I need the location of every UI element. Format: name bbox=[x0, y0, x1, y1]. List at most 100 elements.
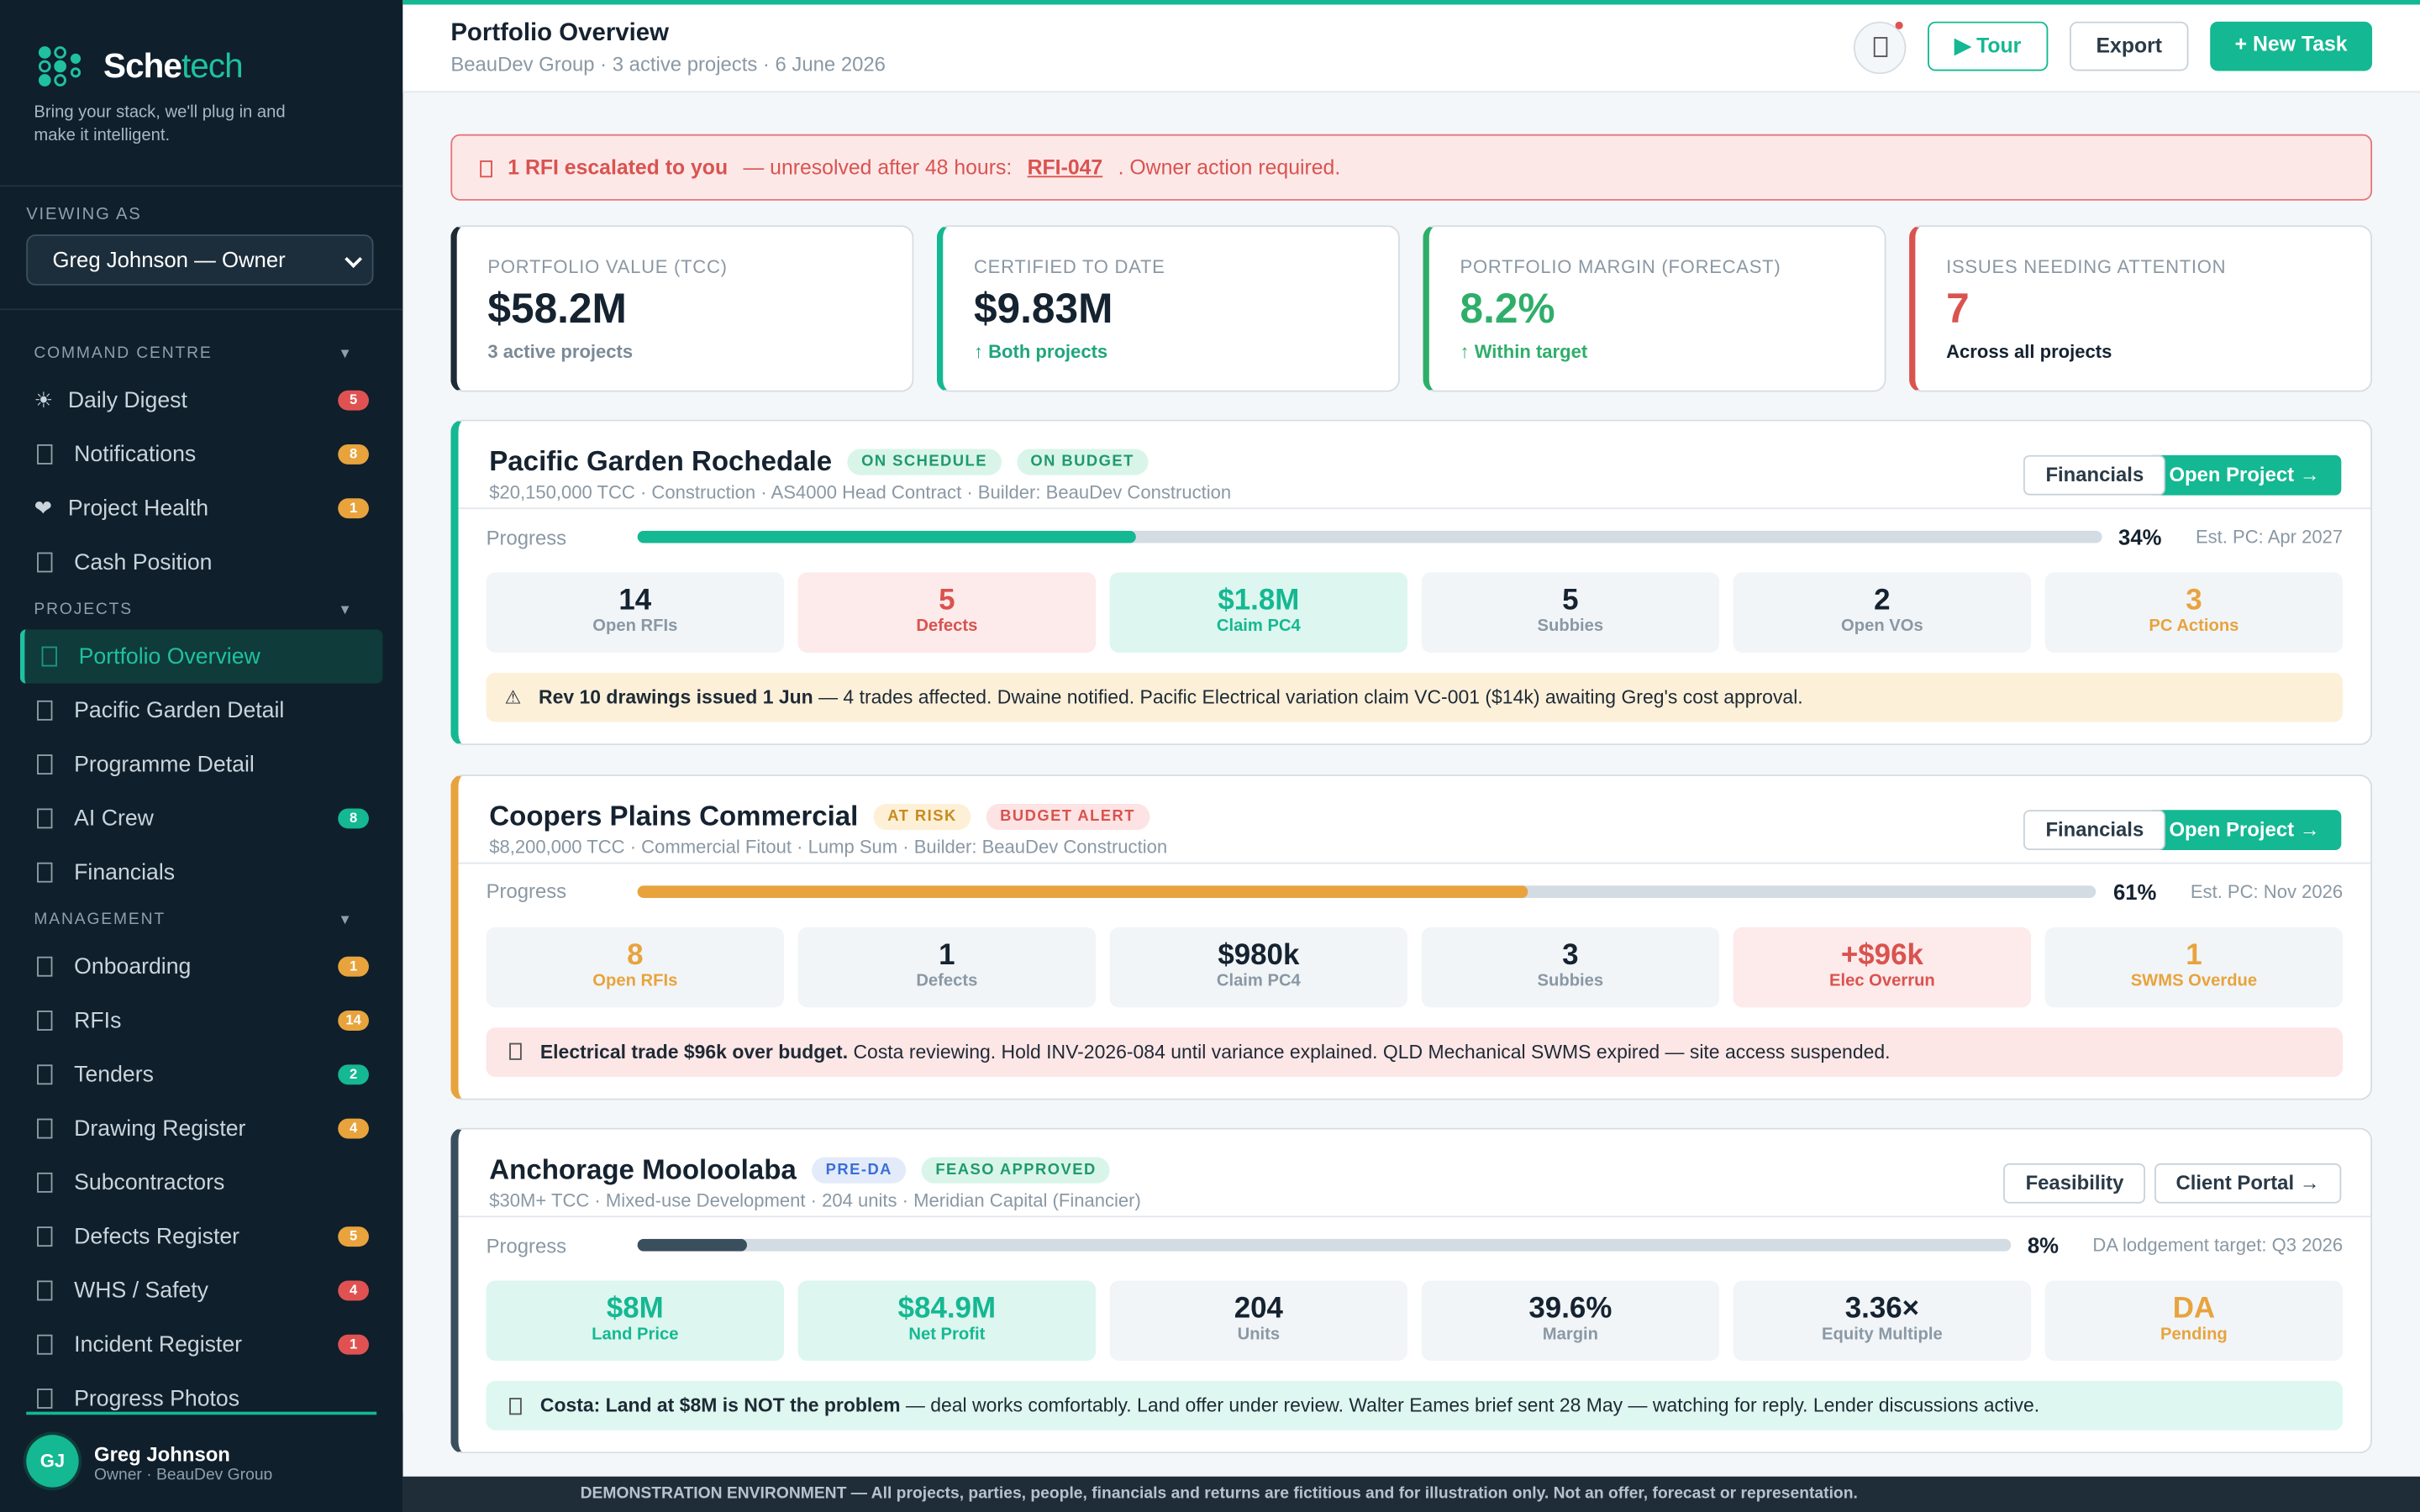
nav-item[interactable]: Financials bbox=[0, 846, 402, 900]
nav-item[interactable]: RFIs 14 bbox=[0, 994, 402, 1047]
nav-label: RFIs bbox=[74, 1008, 122, 1033]
tour-button[interactable]: ▶ Tour bbox=[1928, 21, 2049, 71]
stat-tile: 1 SWMS Overdue bbox=[2044, 926, 2344, 1007]
project-name: Pacific Garden Rochedale bbox=[489, 445, 833, 477]
stat-tile: 1 Defects bbox=[797, 926, 1097, 1007]
progress-estimate: Est. PC: Apr 2027 bbox=[2195, 526, 2344, 549]
user-name: Greg Johnson bbox=[94, 1442, 230, 1466]
nav-icon bbox=[37, 1226, 53, 1247]
note-strong: Rev 10 drawings issued 1 Jun bbox=[539, 686, 813, 709]
nav-section: PROJECTS ▼ bbox=[0, 590, 402, 630]
nav-item[interactable]: Subcontractors bbox=[0, 1156, 402, 1210]
status-pill: ON BUDGET bbox=[1016, 449, 1149, 475]
project-header: Coopers Plains Commercial AT RISK BUDGET A… bbox=[489, 800, 1150, 832]
avatar[interactable]: GJ bbox=[26, 1435, 79, 1488]
stat-tile: $84.9M Net Profit bbox=[797, 1280, 1097, 1362]
primary-button[interactable]: Open Project → bbox=[2147, 809, 2342, 850]
alert-link[interactable]: RFI-047 bbox=[1027, 155, 1103, 180]
kpi-card: PORTFOLIO MARGIN (FORECAST) 8.2% ↑ Within … bbox=[1423, 225, 1886, 392]
alert-strong: 1 RFI escalated to you bbox=[508, 155, 729, 180]
status-pill: PRE-DA bbox=[812, 1157, 907, 1184]
nav-label: WHS / Safety bbox=[74, 1278, 209, 1304]
nav-badge: 1 bbox=[338, 956, 369, 977]
stat-label: Units bbox=[1237, 1325, 1281, 1344]
nav-item[interactable]: Progress Photos bbox=[0, 1372, 402, 1425]
project-header: Anchorage Mooloolaba PRE-DA FEASO APPROVED bbox=[489, 1154, 1111, 1187]
stat-value: DA bbox=[2172, 1293, 2216, 1326]
nav-section-title: MANAGEMENT bbox=[34, 910, 166, 929]
nav-icon bbox=[37, 700, 53, 721]
progress-caption: Progress bbox=[486, 525, 567, 549]
stat-label: Equity Multiple bbox=[1822, 1325, 1943, 1344]
note-icon bbox=[509, 1042, 522, 1060]
secondary-button[interactable]: Financials bbox=[2023, 454, 2165, 496]
progress-track bbox=[637, 530, 2102, 543]
nav-item[interactable]: Cash Position bbox=[0, 535, 402, 589]
nav-item[interactable]: ❤ Project Health 1 bbox=[0, 481, 402, 535]
nav-item[interactable]: Onboarding 1 bbox=[0, 940, 402, 994]
status-pill: BUDGET ALERT bbox=[986, 803, 1150, 830]
primary-button[interactable]: Client Portal → bbox=[2154, 1163, 2342, 1204]
nav-item[interactable]: Defects Register 5 bbox=[0, 1210, 402, 1263]
nav-icon bbox=[37, 1172, 53, 1193]
project-meta: $20,150,000 TCC · Construction · AS4000 … bbox=[489, 481, 1232, 503]
kpi-label: CERTIFIED TO DATE bbox=[973, 255, 1165, 278]
kpi-label: ISSUES NEEDING ATTENTION bbox=[1946, 255, 2227, 278]
stats-grid: $8M Land Price $84.9M Net Profit 204 Units 39.… bbox=[486, 1280, 2344, 1362]
stat-value: 3.36× bbox=[1844, 1293, 1920, 1326]
nav-icon bbox=[37, 1280, 53, 1301]
progress-track bbox=[637, 1238, 2011, 1252]
progress-row: Progress 34% Est. PC: Apr 2027 bbox=[487, 523, 2344, 551]
notification-bell[interactable] bbox=[1853, 21, 1907, 75]
secondary-button[interactable]: Feasibility bbox=[2003, 1163, 2146, 1204]
kpi-sub: 3 active projects bbox=[487, 340, 634, 363]
nav-label: Drawing Register bbox=[74, 1116, 246, 1142]
stat-tile: 5 Subbies bbox=[1421, 572, 1720, 653]
stat-tile: 39.6% Margin bbox=[1421, 1280, 1720, 1362]
nav-item[interactable]: ☀ Daily Digest 5 bbox=[0, 373, 402, 427]
progress-fill bbox=[637, 885, 1528, 898]
new-task-button[interactable]: + New Task bbox=[2210, 21, 2373, 71]
secondary-button[interactable]: Financials bbox=[2023, 809, 2165, 850]
project-meta: $8,200,000 TCC · Commercial Fitout · Lum… bbox=[489, 835, 1168, 858]
nav-badge: 4 bbox=[338, 1280, 369, 1301]
nav-icon bbox=[37, 552, 53, 573]
nav-item[interactable]: Portfolio Overview bbox=[19, 629, 383, 684]
nav-icon: ❤ bbox=[34, 495, 53, 520]
nav-badge: 5 bbox=[338, 1226, 369, 1247]
nav-item[interactable]: AI Crew 8 bbox=[0, 791, 402, 845]
primary-button[interactable]: Open Project → bbox=[2147, 454, 2342, 496]
stat-label: Land Price bbox=[592, 1325, 679, 1344]
stats-grid: 14 Open RFIs 5 Defects $1.8M Claim PC4 5 Subbie… bbox=[486, 572, 2344, 653]
kpi-sub: Across all projects bbox=[1946, 340, 2112, 363]
nav-item[interactable]: Incident Register 1 bbox=[0, 1318, 402, 1372]
stat-value: +$96k bbox=[1840, 938, 1923, 972]
nav-label: Tenders bbox=[74, 1062, 154, 1087]
stat-tile: 204 Units bbox=[1109, 1280, 1408, 1362]
nav-label: Portfolio Overview bbox=[78, 643, 260, 669]
project-note: Electrical trade $96k over budget. Costa… bbox=[486, 1026, 2344, 1077]
nav-item[interactable]: WHS / Safety 4 bbox=[0, 1263, 402, 1317]
nav-badge: 14 bbox=[338, 1011, 369, 1031]
nav-icon bbox=[37, 1389, 53, 1409]
progress-track bbox=[637, 885, 2096, 898]
alert-icon bbox=[480, 160, 492, 178]
project-card: Anchorage Mooloolaba PRE-DA FEASO APPROVED… bbox=[450, 1127, 2373, 1454]
nav-item[interactable]: Drawing Register 4 bbox=[0, 1101, 402, 1155]
stat-tile: 8 Open RFIs bbox=[486, 926, 785, 1007]
export-button[interactable]: Export bbox=[2070, 21, 2189, 71]
nav-item[interactable]: Notifications 8 bbox=[0, 428, 402, 481]
nav-label: Cash Position bbox=[74, 549, 213, 575]
nav: COMMAND CENTRE ▼ ☀ Daily Digest 5 Notificatio… bbox=[0, 333, 402, 1425]
viewing-as-select[interactable]: Greg Johnson — Owner bbox=[26, 234, 374, 286]
nav-item[interactable]: Pacific Garden Detail bbox=[0, 684, 402, 738]
nav-badge: 8 bbox=[338, 808, 369, 829]
user-panel: GJ Greg Johnson Owner · BeauDev Group bbox=[0, 1411, 403, 1512]
nav-item[interactable]: Programme Detail bbox=[0, 738, 402, 791]
note-text: Costa reviewing. Hold INV-2026-084 until… bbox=[848, 1040, 1891, 1063]
nav-item[interactable]: Tenders 2 bbox=[0, 1047, 402, 1101]
stat-value: 3 bbox=[1562, 938, 1579, 972]
divider bbox=[0, 185, 403, 187]
progress-percent: 8% bbox=[2027, 1232, 2060, 1257]
nav-icon bbox=[37, 444, 53, 465]
